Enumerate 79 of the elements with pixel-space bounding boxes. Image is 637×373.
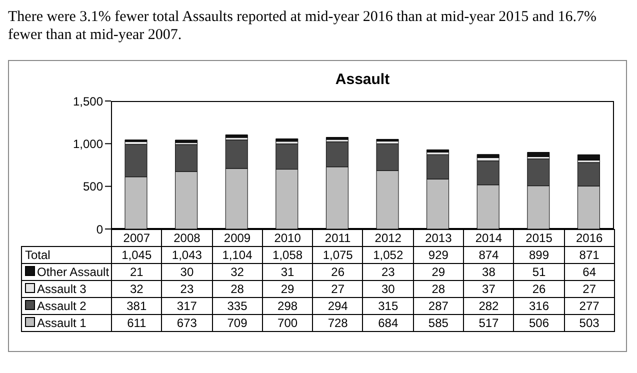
legend-label: Other Assault [22, 264, 112, 280]
data-label: 317 [162, 298, 212, 314]
data-label: 23 [362, 264, 414, 280]
data-label: 37 [464, 280, 514, 298]
legend-label: Assault 1 [22, 314, 112, 332]
data-label: 335 [212, 298, 262, 314]
data-label: 26 [312, 264, 363, 280]
data-label: 506 [514, 314, 564, 332]
chart-title: Assault [334, 71, 391, 88]
data-label: 29 [262, 280, 313, 298]
data-label: 381 [112, 298, 162, 314]
data-label: 277 [564, 298, 614, 314]
data-label: 700 [262, 314, 313, 332]
data-label: 728 [312, 314, 363, 332]
data-label: 282 [464, 298, 514, 314]
total-label: 874 [464, 246, 514, 264]
bar [476, 154, 500, 158]
data-label: 28 [212, 280, 262, 298]
data-label: 298 [262, 298, 313, 314]
data-label: 27 [564, 280, 614, 298]
data-label: 31 [262, 264, 313, 280]
bar [577, 154, 600, 160]
x-tick-label: 2009 [212, 230, 262, 246]
total-label: 929 [413, 246, 464, 264]
total-label: 899 [514, 246, 564, 264]
data-label: 23 [162, 280, 212, 298]
x-tick-label: 2010 [262, 230, 313, 246]
total-label: 1,104 [212, 246, 262, 264]
data-label: 28 [413, 280, 464, 298]
x-tick-label: 2012 [362, 230, 414, 246]
data-label: 517 [464, 314, 514, 332]
data-label: 316 [514, 298, 564, 314]
bar [326, 137, 348, 140]
y-tick-label: 500 [82, 180, 104, 194]
x-tick-label: 2007 [112, 230, 162, 246]
data-label: 684 [362, 314, 414, 332]
bar [527, 152, 550, 157]
data-label: 51 [514, 264, 564, 280]
bar [426, 149, 450, 152]
y-tick-label: 1,500 [72, 94, 104, 108]
data-label: 709 [212, 314, 262, 332]
data-label: 585 [413, 314, 464, 332]
data-label: 503 [564, 314, 614, 332]
data-label: 315 [362, 298, 414, 314]
bar [225, 134, 248, 138]
data-label: 32 [212, 264, 262, 280]
data-label: 26 [514, 280, 564, 298]
total-label: 1,043 [162, 246, 212, 264]
y-tick-label: 1,000 [72, 136, 104, 151]
total-label: 871 [564, 246, 614, 264]
data-label: 287 [413, 298, 464, 314]
data-label: 38 [464, 264, 514, 280]
total-label: 1,052 [362, 246, 414, 264]
data-label: 32 [112, 280, 162, 298]
x-tick-label: 2008 [162, 230, 212, 246]
bar [276, 138, 298, 142]
data-label: 27 [312, 280, 363, 298]
data-label: 64 [564, 264, 614, 280]
total-label: 1,045 [112, 246, 162, 264]
total-label: 1,075 [312, 246, 363, 264]
total-label: 1,058 [262, 246, 313, 264]
x-tick-label: 2013 [413, 230, 464, 246]
text: Total [22, 246, 112, 264]
x-tick-label: 2014 [464, 230, 514, 246]
text: There were 3.1% fewer total Assaults reported at mid-year 2016 than at mid-year 2015 and 16.7% fewer than at mid-year 2007. [8, 8, 598, 44]
data-label: 21 [112, 264, 162, 280]
data-label: 673 [162, 314, 212, 332]
legend-label: Assault 2 [22, 298, 112, 314]
data-label: 30 [162, 264, 212, 280]
y-tick-label: 0 [96, 222, 104, 236]
x-tick-label: 2015 [514, 230, 564, 246]
data-label: 29 [413, 264, 464, 280]
x-tick-label: 2016 [564, 230, 614, 246]
legend-label: Assault 3 [22, 280, 112, 298]
data-label: 611 [112, 314, 162, 332]
data-label: 294 [312, 298, 363, 314]
x-tick-label: 2011 [312, 230, 363, 246]
bar [175, 140, 198, 143]
data-label: 30 [362, 280, 414, 298]
